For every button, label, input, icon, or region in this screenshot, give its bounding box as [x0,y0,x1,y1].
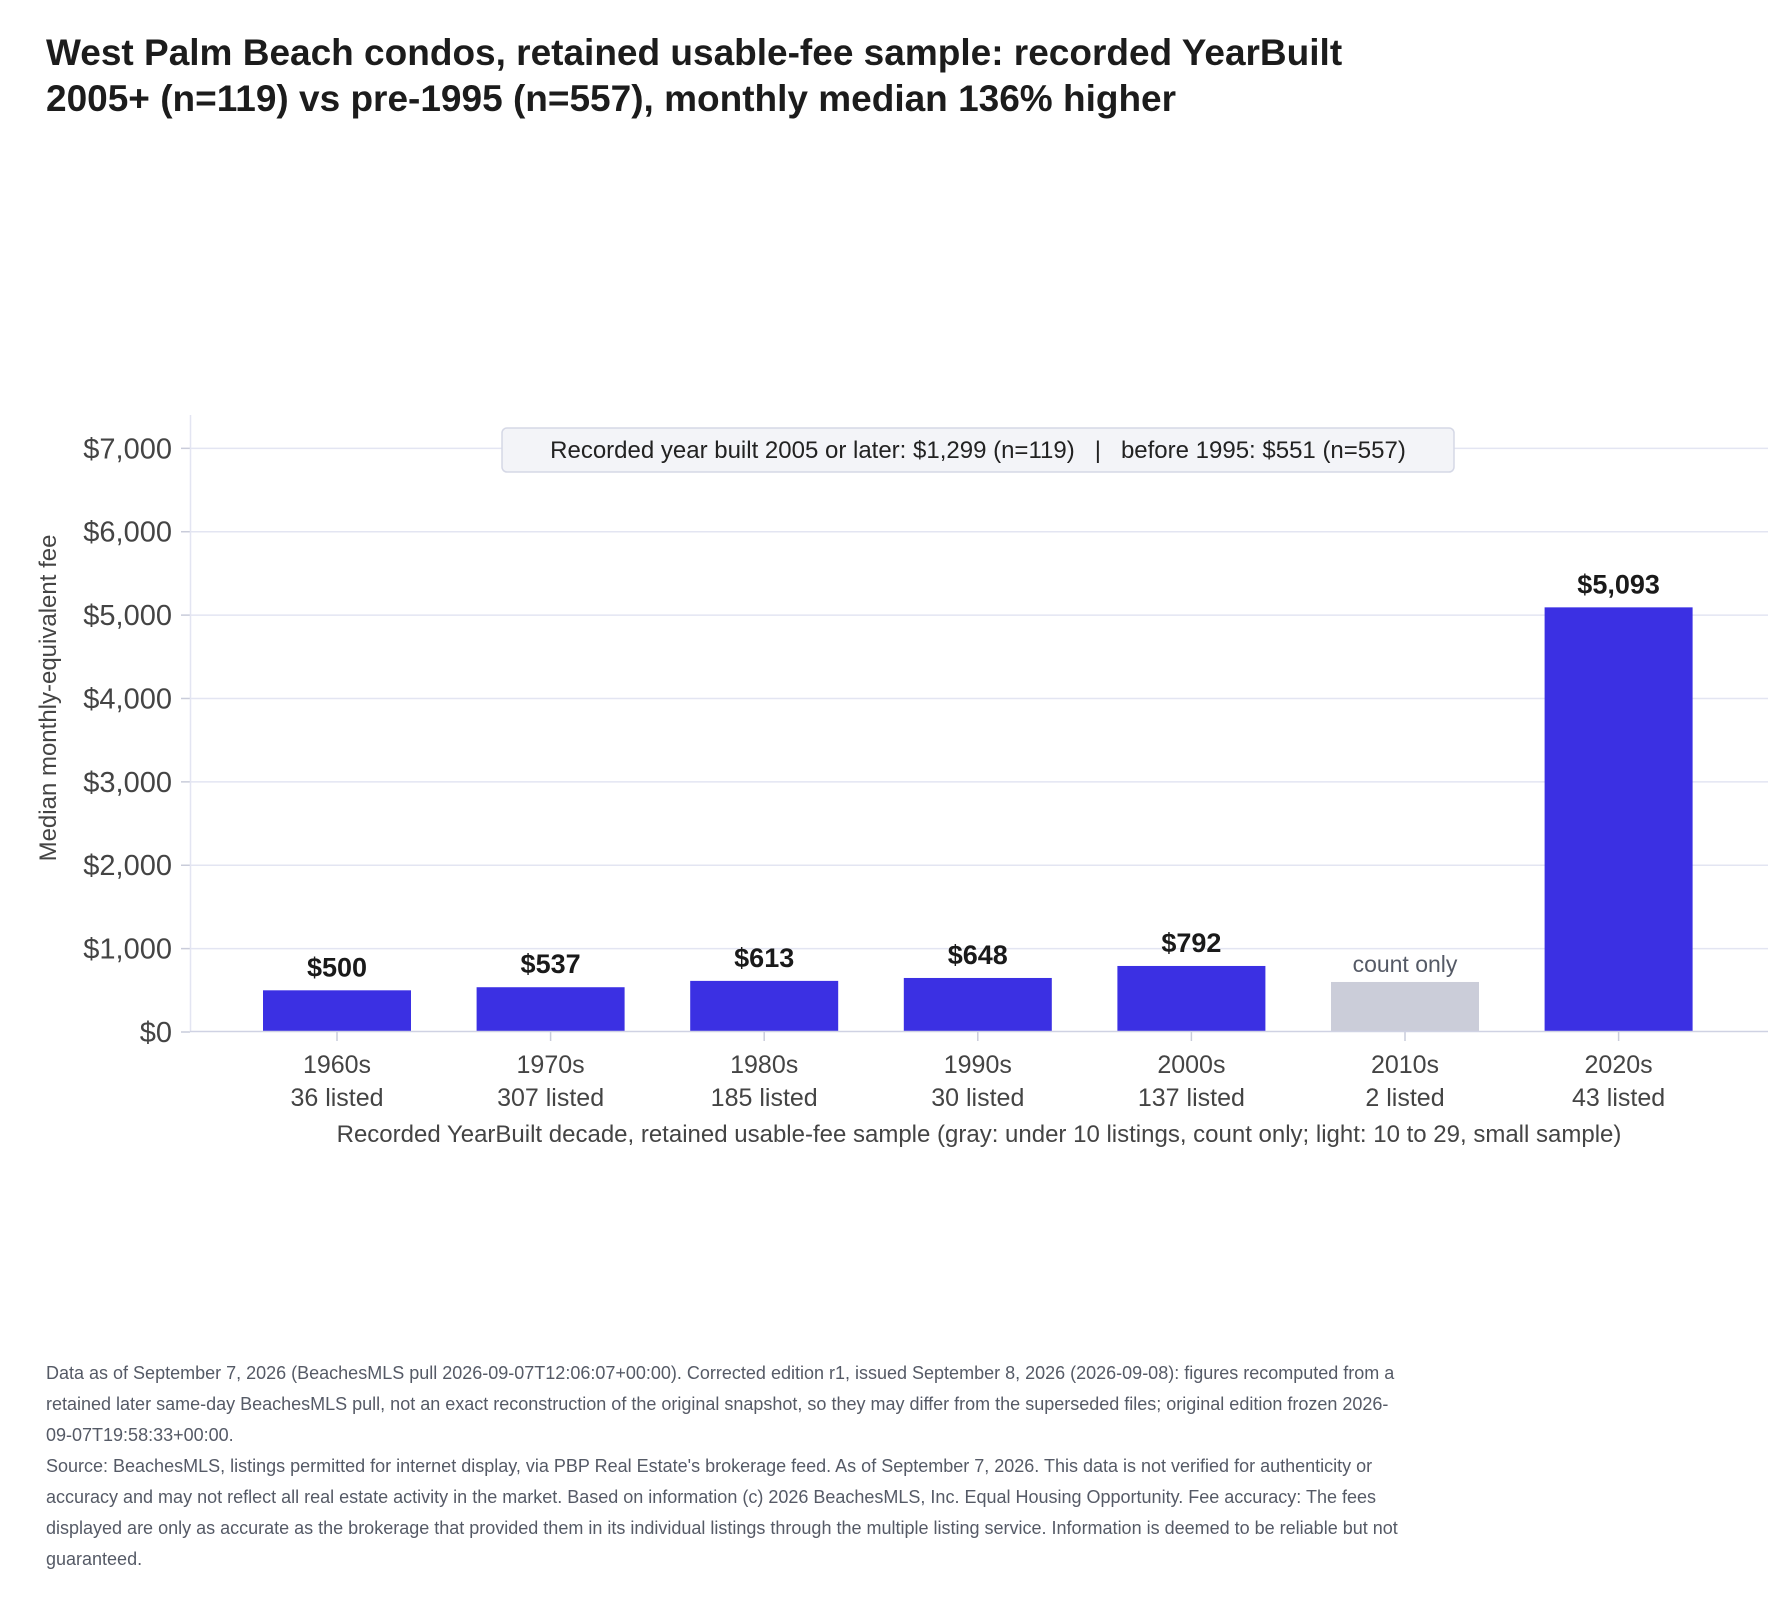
bar-1990s [903,977,1052,1032]
x-tick-count-label: 137 listed [1138,1084,1245,1112]
x-tick-label: 1980s [730,1051,798,1079]
x-tick-label: 2010s [1371,1051,1439,1079]
y-axis-label: Median monthly-equivalent fee [35,535,62,862]
chart-title: West Palm Beach condos, retained usable-… [46,32,1343,119]
bar-value-label: $648 [948,940,1008,970]
y-tick-label: $4,000 [83,683,172,715]
bar-chart: $0 $1,000 $2,000 $3,000 $4,000 $5,000 $6,000 $7… [35,415,1768,1148]
x-axis-label: Recorded YearBuilt decade, retained usab… [337,1121,1622,1148]
x-tick-count-label: 30 listed [931,1084,1024,1112]
footnote: Data as of September 7, 2026 (BeachesMLS… [46,1358,1406,1575]
y-tick-label: $0 [140,1017,172,1049]
x-tick-label: 2000s [1157,1051,1225,1079]
summary-annotation-text: Recorded year built 2005 or later: $1,29… [550,437,1406,464]
bar-value-label: $792 [1161,928,1221,958]
x-tick-count-label: 185 listed [711,1084,818,1112]
x-tick-label: 1990s [944,1051,1012,1079]
y-tick-label: $1,000 [83,934,172,966]
x-tick-label: 2020s [1585,1051,1653,1079]
bar-2000s [1117,965,1266,1032]
footnote-data-note: Data as of September 7, 2026 (BeachesMLS… [46,1363,1395,1445]
bar-value-label: count only [1353,951,1458,977]
y-tick-label: $5,000 [83,600,172,632]
x-tick-count-label: 2 listed [1365,1084,1444,1112]
x-tick-count-label: 43 listed [1572,1084,1665,1112]
bars [263,607,1693,1032]
gridlines [190,447,1768,950]
y-tick-label: $2,000 [83,850,172,882]
bar-1980s [690,980,839,1032]
x-axis-ticks: 1960s 36 listed 1970s 307 listed 1980s 185 li… [290,1032,1665,1112]
bar-value-label: $500 [307,952,367,982]
footnote-source-note: Source: BeachesMLS, listings permitted f… [46,1456,1398,1569]
bar-1960s [263,990,411,1032]
bar-2020s [1544,607,1693,1032]
y-tick-label: $3,000 [83,767,172,799]
x-tick-label: 1970s [517,1051,585,1079]
bar-1970s [476,987,625,1032]
y-axis-ticks: $0 $1,000 $2,000 $3,000 $4,000 $5,000 $6,000 $7… [83,433,190,1049]
summary-annotation-box [501,427,1455,473]
x-tick-count-label: 36 listed [290,1084,383,1112]
bar-value-label: $5,093 [1577,569,1660,599]
bar-value-labels: $500 $537 $613 $648 $792 count only $5,093 [307,569,1660,982]
y-tick-label: $7,000 [83,433,172,465]
bar-value-label: $613 [734,943,794,973]
x-tick-count-label: 307 listed [497,1084,604,1112]
x-tick-label: 1960s [303,1051,371,1079]
y-tick-label: $6,000 [83,517,172,549]
summary-annotation: Recorded year built 2005 or later: $1,29… [501,427,1455,473]
bar-value-label: $537 [521,949,581,979]
bar-2010s [1331,981,1479,1032]
